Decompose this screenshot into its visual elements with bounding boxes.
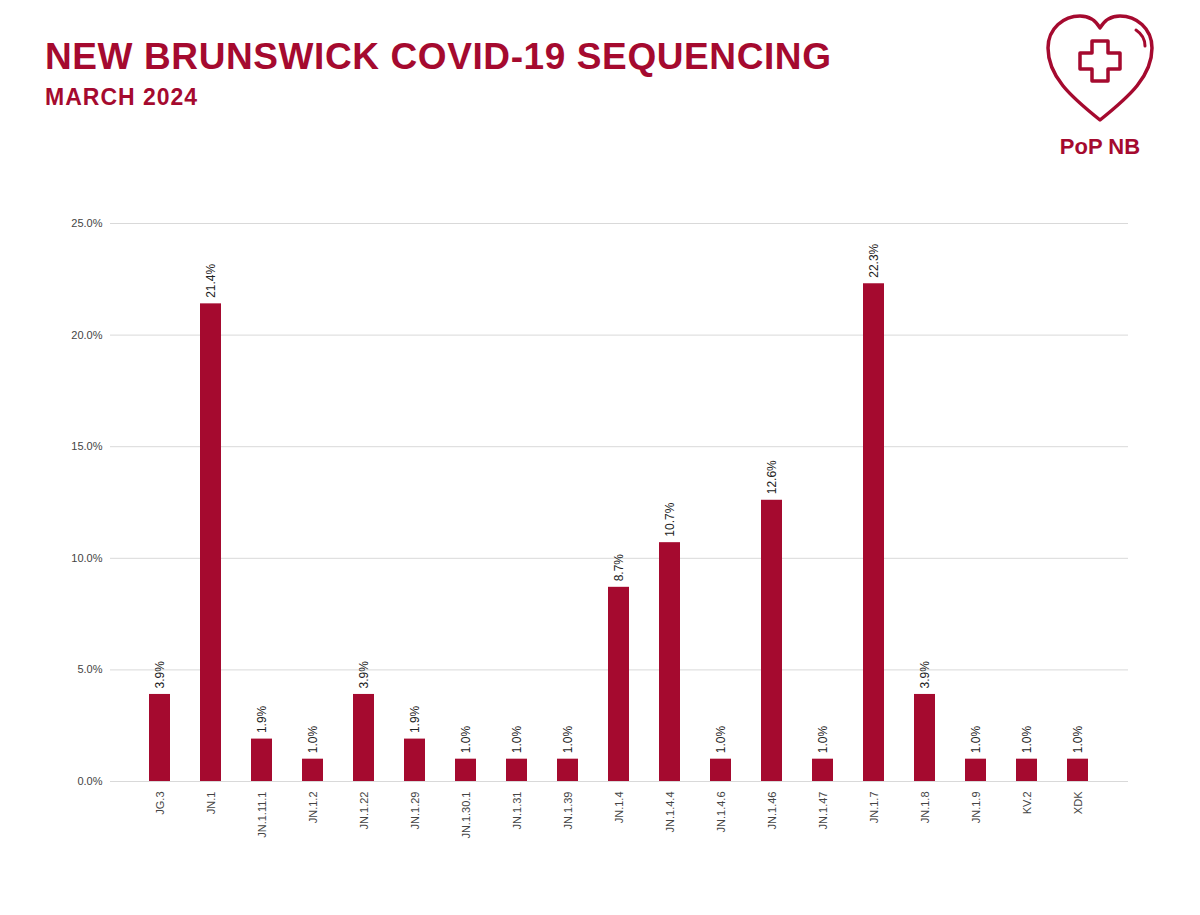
svg-text:10.7%: 10.7% — [663, 502, 677, 536]
svg-text:JN.1.4: JN.1.4 — [613, 792, 625, 824]
svg-text:1.0%: 1.0% — [714, 725, 728, 753]
svg-text:10.0%: 10.0% — [71, 552, 102, 564]
svg-text:1.9%: 1.9% — [408, 705, 422, 733]
svg-text:JN.1.8: JN.1.8 — [919, 792, 931, 824]
svg-text:25.0%: 25.0% — [71, 217, 102, 229]
svg-text:JN.1.39: JN.1.39 — [562, 792, 574, 830]
svg-text:8.7%: 8.7% — [612, 554, 626, 582]
svg-text:1.0%: 1.0% — [969, 725, 983, 753]
svg-text:KV.2: KV.2 — [1021, 792, 1033, 815]
svg-text:JN.1.30.1: JN.1.30.1 — [460, 792, 472, 839]
svg-text:20.0%: 20.0% — [71, 329, 102, 341]
svg-text:3.9%: 3.9% — [153, 661, 167, 689]
svg-text:1.0%: 1.0% — [510, 725, 524, 753]
svg-text:JN.1.22: JN.1.22 — [358, 792, 370, 830]
svg-text:22.3%: 22.3% — [867, 243, 881, 277]
svg-text:JN.1.29: JN.1.29 — [409, 792, 421, 830]
svg-text:JN.1.11.1: JN.1.11.1 — [256, 792, 268, 838]
svg-text:JN.1.47: JN.1.47 — [817, 792, 829, 830]
html-text:NEW BRUNSWICK COVID-19 SEQUENC: NEW BRUNSWICK COVID-19 SEQUENCING — [45, 36, 832, 77]
svg-text:JN.1.46: JN.1.46 — [766, 792, 778, 830]
svg-text:3.9%: 3.9% — [918, 661, 932, 689]
svg-text:1.0%: 1.0% — [816, 725, 830, 753]
svg-text:JN.1: JN.1 — [205, 792, 217, 815]
svg-text:1.0%: 1.0% — [1020, 725, 1034, 753]
svg-text:12.6%: 12.6% — [765, 460, 779, 494]
svg-text:0.0%: 0.0% — [77, 775, 102, 787]
svg-text:JN.1.7: JN.1.7 — [868, 792, 880, 824]
svg-text:1.0%: 1.0% — [561, 725, 575, 753]
svg-text:JN.1.4.6: JN.1.4.6 — [715, 792, 727, 833]
html-text:MARCH 2024: MARCH 2024 — [45, 84, 199, 110]
svg-text:15.0%: 15.0% — [71, 440, 102, 452]
svg-text:1.0%: 1.0% — [1071, 725, 1085, 753]
svg-text:1.9%: 1.9% — [255, 705, 269, 733]
svg-text:1.0%: 1.0% — [306, 725, 320, 753]
html-text:PoP NB: PoP NB — [1059, 134, 1141, 159]
svg-text:JN.1.4.4: JN.1.4.4 — [664, 792, 676, 833]
svg-text:JN.1.31: JN.1.31 — [511, 792, 523, 830]
svg-text:XDK: XDK — [1072, 791, 1084, 814]
svg-text:JG.3: JG.3 — [154, 792, 166, 815]
svg-text:JN.1.2: JN.1.2 — [307, 792, 319, 824]
svg-text:JN.1.9: JN.1.9 — [970, 792, 982, 824]
svg-text:5.0%: 5.0% — [77, 663, 102, 675]
svg-text:3.9%: 3.9% — [357, 661, 371, 689]
svg-text:1.0%: 1.0% — [459, 725, 473, 753]
svg-text:21.4%: 21.4% — [204, 263, 218, 297]
